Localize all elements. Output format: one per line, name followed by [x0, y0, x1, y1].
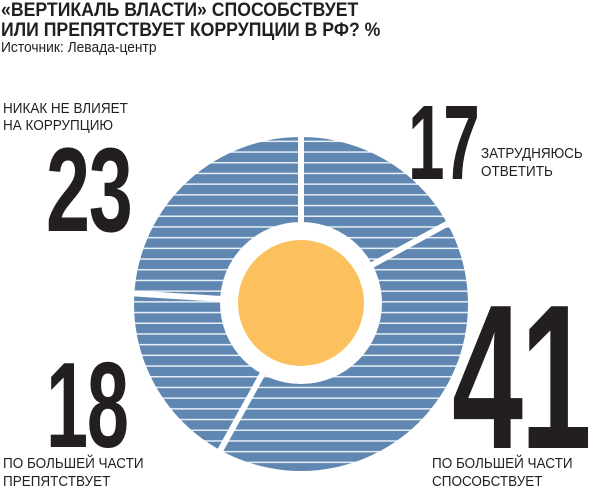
label-23-line-2: НА КОРРУПЦИЮ — [3, 117, 114, 134]
chart-title-line-1: «ВЕРТИКАЛЬ ВЛАСТИ» СПОСОБСТВУЕТ — [1, 0, 359, 21]
label-41-line-2: СПОСОБСТВУЕТ — [432, 473, 543, 490]
chart-title-line-2: ИЛИ ПРЕПЯТСТВУЕТ КОРРУПЦИИ В РФ? % — [1, 20, 381, 41]
label-17-line-2: ОТВЕТИТЬ — [481, 163, 553, 180]
value-41: 41 — [452, 262, 592, 492]
label-41-line-1: ПО БОЛЬШЕЙ ЧАСТИ — [432, 455, 573, 472]
value-17: 17 — [408, 84, 480, 202]
chart-source: Источник: Левада-центр — [1, 39, 157, 56]
label-18-line-2: ПРЕПЯТСТВУЕТ — [3, 473, 111, 490]
center-disc — [238, 240, 364, 366]
label-17-line-1: ЗАТРУДНЯЮСЬ — [481, 145, 583, 162]
value-18: 18 — [46, 337, 129, 473]
label-18-line-1: ПО БОЛЬШЕЙ ЧАСТИ — [3, 455, 144, 472]
label-23-line-1: НИКАК НЕ ВЛИЯЕТ — [3, 100, 128, 117]
value-23: 23 — [46, 123, 133, 257]
